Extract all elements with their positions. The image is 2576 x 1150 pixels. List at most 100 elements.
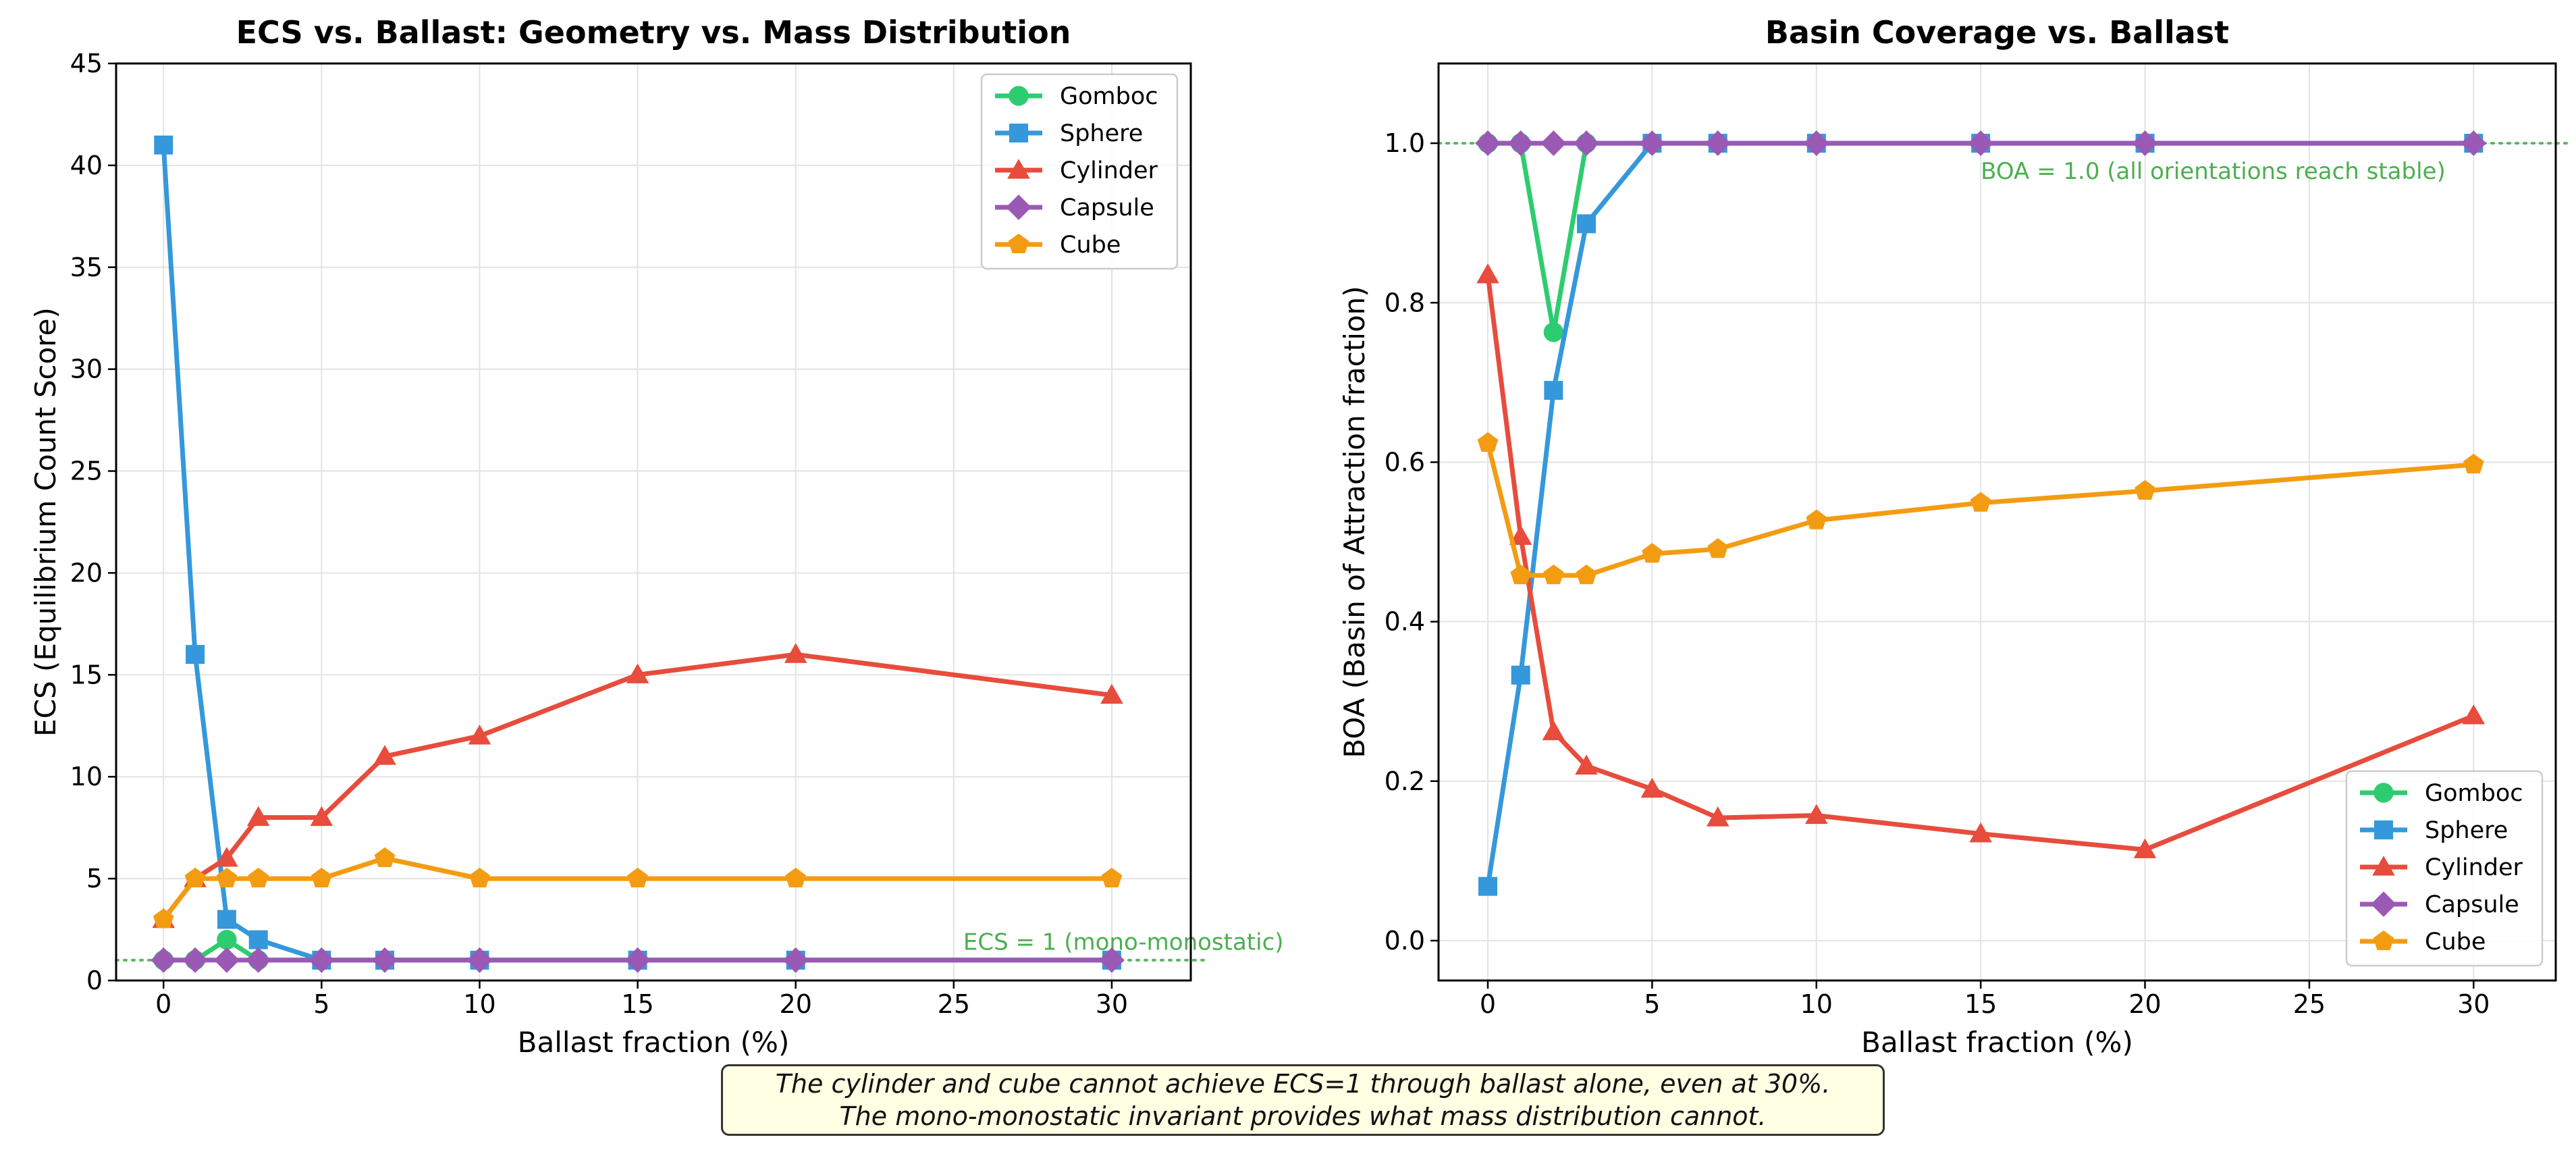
data-point [186,645,205,664]
legend-label: Gomboc [2425,780,2523,807]
data-point [1705,130,1731,156]
data-point [1507,130,1534,156]
data-point [308,947,335,973]
data-point [1707,538,1729,558]
y-tick-label: 5 [86,864,103,893]
y-tick-label: 35 [70,253,103,282]
data-point [2133,838,2157,858]
reference-line-label: BOA = 1.0 (all orientations reach stable… [1981,158,2446,185]
data-point [1804,804,1828,825]
data-point [2132,130,2158,156]
data-point [372,947,398,973]
data-point [213,947,240,973]
series-cylinder [152,643,1123,929]
legend-label: Capsule [2425,891,2519,918]
data-point [1477,432,1499,452]
data-point [466,947,493,973]
data-point [1640,777,1664,798]
series-line [1485,274,2475,852]
x-tick-label: 10 [463,989,495,1019]
legend-label: Cube [1060,232,1121,259]
data-point [2462,704,2486,725]
data-point [1968,130,1994,156]
x-tick-label: 5 [1644,989,1660,1019]
legend-marker [1009,86,1029,106]
data-point [469,868,490,888]
y-tick-label: 0.4 [1385,607,1425,637]
reference-line-label: ECS = 1 (mono-monostatic) [963,929,1284,956]
series-line [161,652,1112,921]
x-tick-label: 30 [1096,989,1128,1019]
legend-marker [2373,930,2394,950]
data-point [1969,822,1992,843]
legend-marker [2374,820,2393,839]
data-point [184,868,206,888]
data-point [1639,130,1665,156]
data-point [1101,868,1123,888]
x-tick-label: 0 [1480,989,1496,1019]
y-tick-label: 0.8 [1385,288,1425,317]
x-tick-label: 10 [1800,989,1833,1019]
x-axis-label: Ballast fraction (%) [1861,1026,2133,1059]
data-point [1476,263,1499,284]
x-tick-label: 20 [780,989,812,1019]
chart-2: BOA = 1.0 (all orientations reach stable… [1338,14,2573,1059]
data-point [246,806,270,827]
data-point [373,745,396,765]
data-point [1575,754,1598,775]
y-tick-label: 30 [70,355,103,384]
y-tick-label: 0.0 [1385,926,1425,956]
data-point [1803,130,1829,156]
data-point [151,947,177,973]
x-tick-label: 25 [938,989,970,1019]
y-tick-label: 1.0 [1385,128,1425,158]
footnote-line-2: The mono-monostatic invariant provides w… [839,1101,1767,1131]
data-point [1100,683,1123,704]
legend-marker [1007,159,1030,179]
legend-frame [980,73,1179,270]
x-tick-label: 30 [2457,989,2490,1019]
footnote-line-1: The cylinder and cube cannot achieve ECS… [775,1069,1831,1099]
legend-marker [1008,233,1029,253]
chart-title: ECS vs. Ballast: Geometry vs. Mass Distr… [236,14,1071,51]
legend-marker [2373,783,2394,803]
data-point [374,847,396,867]
data-point [1544,381,1563,400]
y-tick-label: 10 [70,762,103,791]
data-point [215,847,238,867]
series-line [161,856,1112,921]
data-point [1478,877,1498,896]
data-point [1576,565,1597,585]
data-point [245,947,271,973]
legend-label: Sphere [1060,120,1143,147]
x-tick-label: 20 [2128,989,2161,1019]
series-capsule [1475,130,2487,156]
data-point [784,643,807,663]
y-axis-label: ECS (Equilibrium Count Score) [29,307,62,737]
y-tick-label: 15 [70,660,103,689]
legend-label: Gomboc [1060,83,1158,110]
data-point [785,868,806,888]
data-point [154,135,173,155]
legend: Gomboc Sphere Cylinder Capsule Cube [980,73,1179,270]
data-point [2463,453,2484,473]
x-tick-label: 5 [313,989,329,1019]
series-cube [1477,432,2484,585]
y-tick-label: 40 [70,151,103,180]
data-point [1542,720,1565,741]
legend-frame [2345,770,2544,967]
legend-marker [1006,194,1031,220]
data-point [1509,525,1532,545]
legend-marker [2372,856,2395,876]
data-point [2135,479,2155,500]
x-tick-label: 25 [2293,989,2326,1019]
legend-marker [2371,891,2396,917]
data-point [153,908,174,929]
data-point [468,725,491,745]
legend-label: Sphere [2425,817,2508,844]
data-point [182,947,208,973]
data-point [1970,492,1991,512]
footnote-box: The cylinder and cube cannot achieve ECS… [721,1064,1885,1136]
data-point [1540,130,1567,156]
